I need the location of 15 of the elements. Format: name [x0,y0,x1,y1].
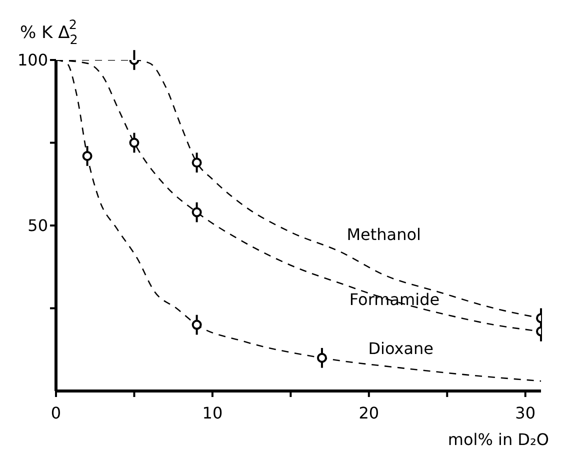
point [316,352,327,363]
point [82,150,92,161]
x-tick-label: 30 [515,403,536,422]
y-tick-label: 50 [28,216,48,236]
x-axis-title: mol% in D₂O [448,430,549,449]
point [129,138,140,148]
point [192,207,202,218]
y-tick-label: 100 [17,50,48,70]
series-label: Formamide [349,290,440,310]
point [192,320,202,330]
series-label: Methanol [346,224,421,244]
x-tick-label: 10 [202,403,223,422]
x-tick-label: 20 [358,403,380,422]
series-label: Dioxane [368,338,434,358]
x-tick-label: 0 [50,403,62,422]
